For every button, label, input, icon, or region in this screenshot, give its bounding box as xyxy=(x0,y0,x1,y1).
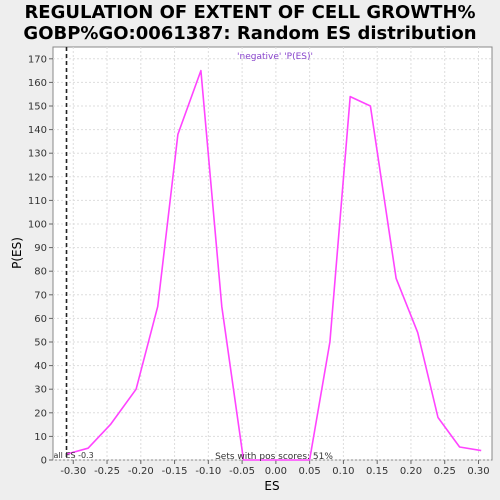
x-tick-label: -0.10 xyxy=(195,466,221,477)
y-tick-label: 160 xyxy=(28,78,47,89)
y-tick-label: 110 xyxy=(28,196,47,207)
y-tick-label: 40 xyxy=(34,361,47,372)
plot-area xyxy=(52,46,493,461)
x-tick-label: 0.10 xyxy=(332,466,354,477)
sets-annotation: Sets with pos scores: 51% xyxy=(215,452,333,462)
y-tick-label: 140 xyxy=(28,125,47,136)
axes: 0 10 20 30 40 50 60 70 80 90 100 110 120 130 140 150 160… xyxy=(28,54,490,477)
y-axis-label: P(ES) xyxy=(10,237,24,269)
y-tick-label: 0 xyxy=(41,456,47,467)
x-tick-label: 0.25 xyxy=(434,466,456,477)
y-tick-label: 70 xyxy=(34,290,47,301)
y-tick-label: 150 xyxy=(28,102,47,113)
chart-title-line-2: GOBP%GO:0061387: Random ES distribution xyxy=(23,23,477,44)
x-tick-label: -0.20 xyxy=(128,466,154,477)
x-tick-label: 0.30 xyxy=(467,466,489,477)
chart-title-line-1: REGULATION OF EXTENT OF CELL GROWTH% xyxy=(24,2,476,23)
y-tick-label: 120 xyxy=(28,172,47,183)
x-tick-label: -0.25 xyxy=(94,466,120,477)
x-tick-label: 0.00 xyxy=(265,466,287,477)
series-layer xyxy=(66,69,482,461)
marker-layer: all ES -0.3 xyxy=(54,47,94,460)
y-tick-label: 100 xyxy=(28,220,47,231)
x-tick-label: -0.05 xyxy=(229,466,255,477)
y-tick-label: 20 xyxy=(34,408,47,419)
all-es-marker-label: all ES -0.3 xyxy=(54,451,94,460)
y-tick-label: 80 xyxy=(34,267,47,278)
y-tick-label: 60 xyxy=(34,314,47,325)
x-tick-label: 0.15 xyxy=(366,466,388,477)
x-tick-label: 0.05 xyxy=(299,466,321,477)
x-tick-label: -0.15 xyxy=(162,466,188,477)
chart-title: REGULATION OF EXTENT OF CELL GROWTH% GOB… xyxy=(0,2,500,44)
y-tick-label: 50 xyxy=(34,338,47,349)
x-axis-label: ES xyxy=(264,479,279,493)
x-tick-label: 0.20 xyxy=(400,466,422,477)
grid xyxy=(53,47,492,461)
y-tick-label: 30 xyxy=(34,385,47,396)
y-tick-label: 90 xyxy=(34,243,47,254)
x-tick-label: -0.30 xyxy=(60,466,86,477)
series-line-negative xyxy=(66,69,482,461)
y-tick-label: 130 xyxy=(28,149,47,160)
y-tick-label: 170 xyxy=(28,54,47,65)
y-tick-label: 10 xyxy=(34,432,47,443)
legend: 'negative' 'P(ES)' xyxy=(237,52,313,62)
